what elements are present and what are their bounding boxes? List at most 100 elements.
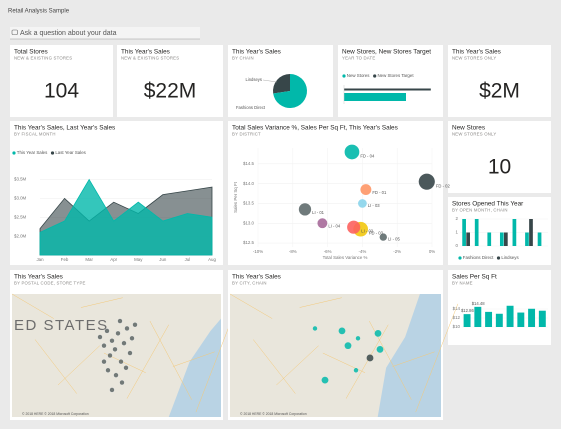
map-road xyxy=(345,324,389,399)
qa-box[interactable] xyxy=(10,27,200,39)
bar xyxy=(487,232,492,246)
area xyxy=(39,178,213,256)
legend-label: Last Year Sales xyxy=(55,150,86,155)
bar xyxy=(529,219,533,246)
tile-subtitle: BY OPEN MONTH, CHAIN xyxy=(452,208,508,213)
map-dot xyxy=(124,325,130,331)
tile-subtitle: YEAR TO DATE xyxy=(342,56,375,61)
y-tick-label: 0 xyxy=(456,243,459,248)
y-tick-label: 1 xyxy=(456,230,459,235)
bubble-label: FD - 02 xyxy=(436,184,451,189)
bar xyxy=(537,232,542,246)
bar xyxy=(474,306,482,327)
bar xyxy=(538,310,546,327)
map-dot xyxy=(127,350,133,356)
bar xyxy=(495,313,503,327)
legend-marker xyxy=(496,256,501,260)
map-dot xyxy=(121,340,127,346)
map-road xyxy=(392,351,435,367)
bubble-label: LI - 03 xyxy=(368,203,381,208)
x-tick-label: Jan xyxy=(36,257,44,262)
pie-slice xyxy=(273,74,308,108)
tile-subtitle: BY FISCAL MONTH xyxy=(14,132,56,137)
tile[interactable] xyxy=(117,45,223,117)
tile-title: This Year's Sales xyxy=(232,274,281,281)
map-dot xyxy=(338,327,346,335)
bar xyxy=(506,305,514,327)
bubble xyxy=(298,203,312,216)
map-dot xyxy=(105,367,111,373)
tile-title: This Year's Sales xyxy=(452,49,501,56)
pie-slice xyxy=(273,74,290,94)
map-dot xyxy=(129,335,135,341)
y-tick-label: $2.5M xyxy=(14,214,27,219)
map-dot xyxy=(376,345,384,353)
map-dot xyxy=(123,365,129,371)
x-tick-label: Feb xyxy=(61,257,69,262)
y-tick-label: $10 xyxy=(453,324,461,329)
map-dot xyxy=(118,359,124,365)
y-tick-label: $14 xyxy=(453,306,461,311)
map-dot xyxy=(109,338,115,344)
bubble xyxy=(358,199,367,208)
bar xyxy=(528,308,536,327)
bubble-label: LI - 04 xyxy=(328,223,341,228)
map-road xyxy=(415,303,459,413)
tile-title: Stores Opened This Year xyxy=(452,201,524,208)
bar xyxy=(474,219,479,246)
map-dot xyxy=(353,368,359,373)
report-title: Retail Analysis Sample xyxy=(8,9,70,15)
bubble-label: FD - 03 xyxy=(369,231,384,236)
tile-title: This Year's Sales xyxy=(232,49,281,56)
leader-line xyxy=(262,79,278,83)
bar xyxy=(462,219,466,246)
y-tick-label: $2.0M xyxy=(14,233,27,238)
bar xyxy=(512,219,517,246)
pie-label: Lindseys xyxy=(245,77,262,82)
qa-placeholder[interactable]: Ask a question about your data xyxy=(20,30,117,37)
bubble xyxy=(344,144,360,160)
map-dot xyxy=(109,387,115,393)
x-axis-title: Total Sales Variance % xyxy=(323,255,368,260)
y-tick-label: $13.5 xyxy=(243,201,255,206)
tile[interactable] xyxy=(448,121,551,193)
map-dot xyxy=(107,352,113,359)
tile-subtitle: BY CITY, CHAIN xyxy=(232,281,267,286)
map-road xyxy=(276,345,319,386)
x-tick-label: Jul xyxy=(185,257,191,262)
kpi-value: 10 xyxy=(488,156,511,179)
bubble xyxy=(379,233,387,241)
tile-title: Total Stores xyxy=(14,49,48,56)
tile[interactable] xyxy=(338,45,443,117)
y-tick-label: $13.0 xyxy=(243,220,255,225)
map-dot xyxy=(112,346,118,352)
tile[interactable] xyxy=(448,270,551,345)
map-road xyxy=(172,351,215,367)
map-road xyxy=(229,293,273,319)
y-tick-label: $14.5 xyxy=(243,161,255,166)
map-road xyxy=(299,297,342,308)
tile-subtitle: NEW STORES ONLY xyxy=(452,56,496,61)
legend-marker xyxy=(12,151,16,155)
bar xyxy=(485,311,493,327)
tile-title: Sales Per Sq Ft xyxy=(452,274,497,281)
tile-subtitle: NEW & EXISTING STORES xyxy=(14,56,72,61)
legend-label: New Stores xyxy=(347,73,370,78)
map-dot xyxy=(366,354,374,362)
tile[interactable] xyxy=(228,121,443,265)
legend-marker xyxy=(373,74,377,78)
map-country-label: ED STATES xyxy=(14,317,109,334)
tile[interactable] xyxy=(448,45,551,117)
tile-subtitle: BY NAME xyxy=(452,281,473,286)
y-tick-label: $12 xyxy=(453,315,461,320)
map-dot xyxy=(374,329,382,337)
x-tick-label: -6% xyxy=(324,249,332,254)
bubble xyxy=(418,173,435,190)
bar xyxy=(344,93,406,101)
map-dot xyxy=(312,326,318,331)
tile-title: This Year's Sales xyxy=(14,274,63,281)
tile[interactable] xyxy=(10,45,113,117)
legend-marker xyxy=(342,74,346,78)
pie-label: Fashions Direct xyxy=(236,105,266,110)
